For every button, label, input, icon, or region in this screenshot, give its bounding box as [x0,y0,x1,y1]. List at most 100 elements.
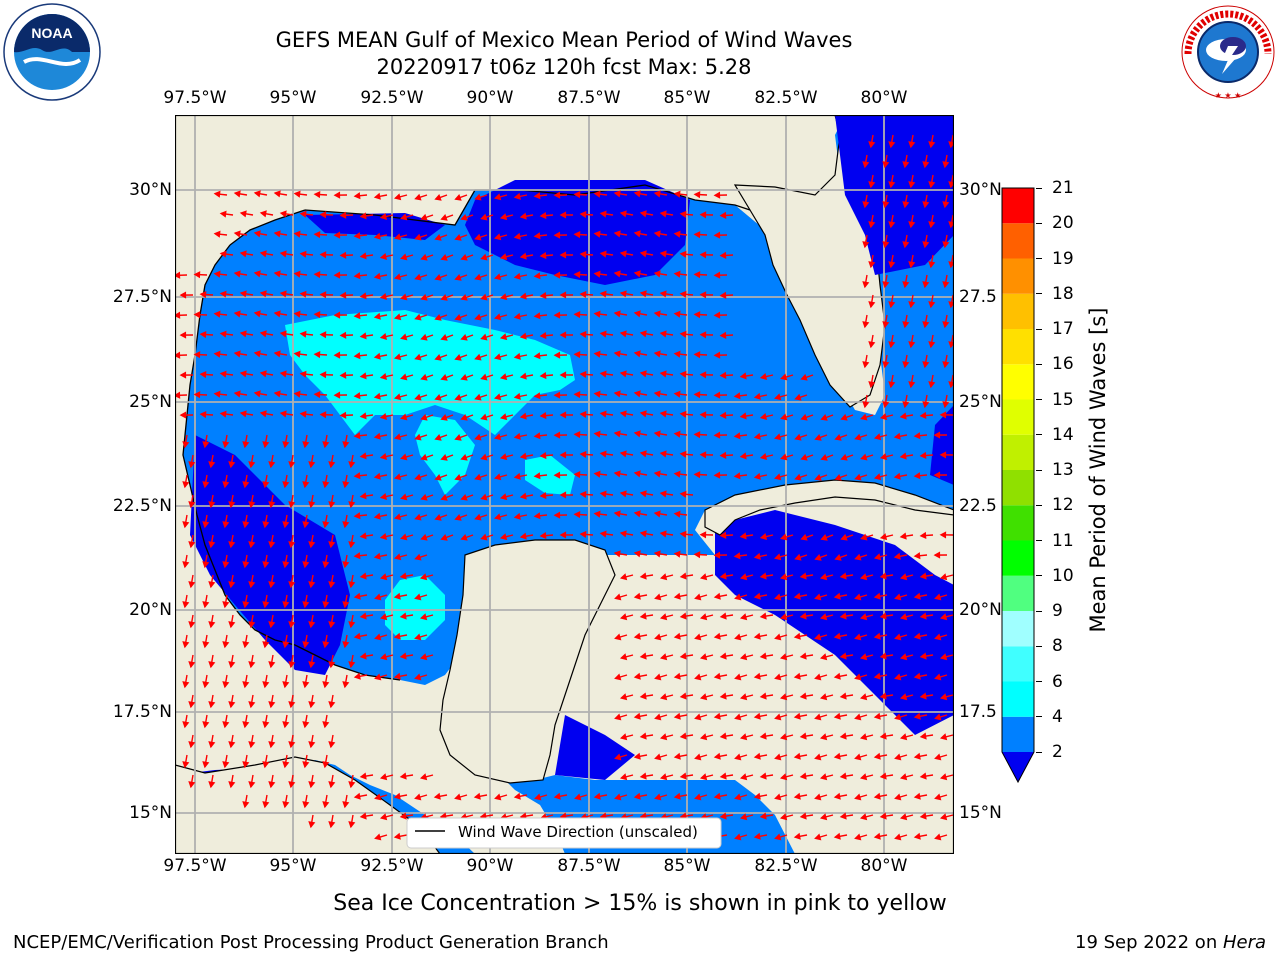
wind-arrow-head [948,181,954,189]
wind-arrow-head [774,393,782,401]
wind-arrow-head [854,713,862,721]
wind-arrow-head [420,213,428,221]
wind-arrow-head [328,661,336,669]
wind-arrow-head [948,301,954,309]
colorbar-segment [1002,505,1034,541]
wind-arrow-head [739,573,748,581]
wind-arrow-head [302,721,310,729]
wind-arrow-head [179,331,187,339]
wind-arrow-head [208,501,216,509]
wind-arrow-head [759,413,768,421]
wind-arrow-head [202,441,210,449]
wind-arrow-head [573,391,581,399]
wind-arrow-head [319,371,327,379]
wind-arrow-head [474,433,482,441]
wind-arrow-head [319,291,327,299]
wind-arrow-head [639,330,647,338]
wind-arrow-head [919,411,927,420]
wind-arrow-head [239,210,247,218]
wind-arrow-head [888,141,896,149]
wind-arrow-head [433,792,441,800]
wind-arrow-head [739,653,748,661]
wind-arrow-head [199,410,207,419]
wind-arrow-head [639,652,647,660]
wind-arrow-head [199,290,207,299]
wind-arrow-head [693,351,701,359]
wind-arrow-head [533,272,541,280]
wind-arrow-head [460,333,468,341]
wind-arrow-head [753,592,761,600]
wind-arrow-head [894,673,902,681]
wind-arrow-head [673,632,681,640]
wind-arrow-head [939,573,948,581]
svg-text:★ ★ ★: ★ ★ ★ [1215,91,1242,100]
wind-arrow-head [573,311,581,319]
wind-arrow-head [182,681,190,689]
wind-arrow-head [614,633,622,641]
wind-arrow-head [733,472,741,480]
wind-arrow-head [679,732,687,740]
wind-arrow-head [379,212,387,220]
wind-arrow-head [833,712,841,720]
wind-arrow-head [373,352,381,360]
wind-arrow-head [713,712,721,720]
wind-arrow-head [288,581,296,589]
wind-arrows [175,134,954,841]
wind-arrow-head [513,272,521,280]
wind-arrow-head [899,532,907,540]
wind-arrow-head [519,532,527,540]
wind-arrow-head [279,210,287,218]
wind-arrow-head [922,401,930,409]
wind-arrow-head [619,210,627,218]
colorbar-segment [1002,646,1034,682]
wind-arrow-head [414,433,422,441]
wind-arrow-head [454,313,462,321]
wind-arrow-head [213,190,221,198]
wind-arrow-head [262,601,270,609]
wind-arrow-head [639,450,647,458]
wind-arrow-head [533,432,541,440]
wind-arrow-head [273,350,281,358]
wind-arrow-head [333,311,341,319]
colorbar-segment [1002,258,1034,294]
wind-arrow-head [774,553,782,561]
wind-arrow-head [248,461,256,469]
footer-date-text: 19 Sep 2022 on [1075,932,1223,953]
lon-tick-top: 95°W [269,88,317,108]
wind-arrow-head [359,212,367,220]
wind-arrow-head [228,501,236,509]
colorbar-segment [1002,293,1034,329]
wind-arrow-head [519,452,527,460]
wind-arrow-head [248,501,256,509]
wind-arrow-head [819,573,828,581]
wind-arrow-head [268,701,276,709]
wind-arrow-head [440,533,448,541]
wind-arrow-head [833,752,841,760]
colorbar-segment [1002,188,1034,224]
wind-arrow-head [854,433,862,441]
wind-arrow-head [693,271,701,279]
wind-arrow-head [799,692,807,700]
wind-arrow-head [293,310,301,318]
wind-arrow-head [474,313,482,321]
wind-arrow-head [233,350,241,358]
wind-arrow-head [420,493,428,501]
wind-arrow-head [359,412,367,420]
wind-arrow-head [699,733,708,741]
wind-arrow-head [474,233,482,241]
wind-arrow-head [799,572,807,580]
wind-arrow-head [379,532,387,540]
wind-arrow-head [373,432,381,440]
wind-arrow-head [293,270,301,278]
wind-arrow-head [673,350,681,358]
wind-arrow-head [653,310,661,318]
wind-arrow-head [308,461,316,469]
wind-arrow-head [699,773,708,781]
wind-arrow-head [353,672,361,680]
wind-arrow-head [888,261,896,269]
wind-arrow-head [713,351,721,359]
wind-arrow-head [222,681,230,689]
wind-arrow-head [739,613,748,621]
wind-arrow-head [253,350,261,358]
wind-arrow-head [282,521,290,529]
